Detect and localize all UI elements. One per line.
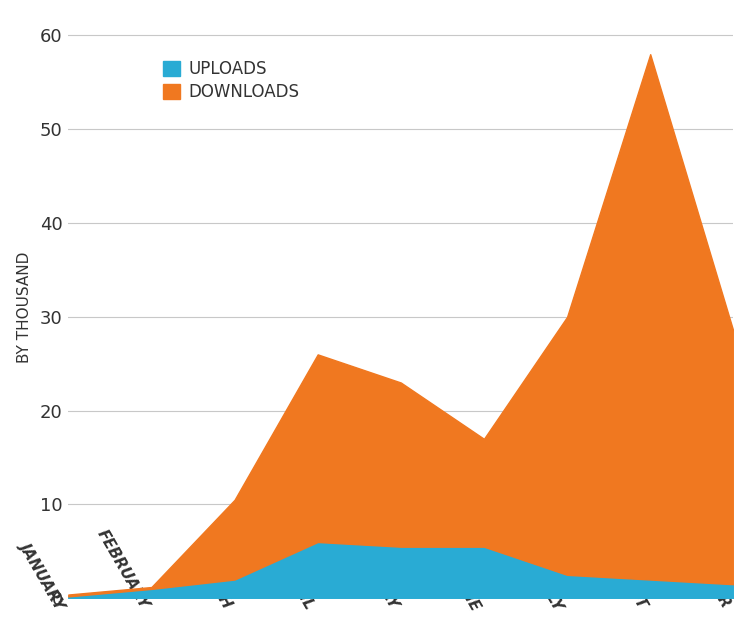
- Legend: UPLOADS, DOWNLOADS: UPLOADS, DOWNLOADS: [163, 60, 299, 101]
- Y-axis label: BY THOUSAND: BY THOUSAND: [16, 252, 32, 363]
